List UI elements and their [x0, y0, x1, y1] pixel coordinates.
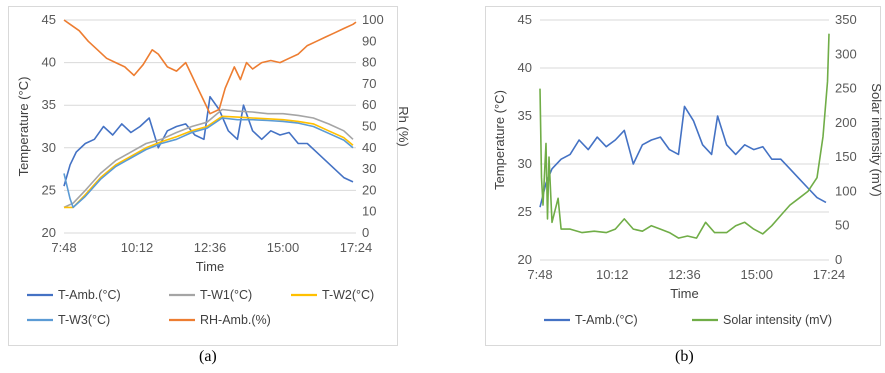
y-tick-label: 35 — [42, 97, 56, 112]
y2-tick-label: 70 — [362, 76, 376, 91]
chart-b-svg: 20 25 30 35 40 45 0 50 100 150 200 250 300 350 7:48 10:… — [492, 12, 884, 327]
y2-tick-label: 50 — [362, 119, 376, 134]
y-tick-label: 30 — [518, 156, 532, 171]
y-tick-label: 20 — [518, 252, 532, 267]
legend-label: T-W1(°C) — [200, 288, 252, 302]
y-tick-label: 45 — [518, 12, 532, 27]
chart-panel-a: 20 25 30 35 40 45 0 10 20 30 40 50 60 70 80 90 100 7:48 10… — [8, 6, 411, 346]
series-line-1 — [63, 95, 354, 187]
legend-label: T-Amb.(°C) — [575, 313, 638, 327]
y-axis-title: Temperature (°C) — [16, 77, 31, 177]
legend-label: T-W3(°C) — [58, 313, 110, 327]
legend-label: RH-Amb.(%) — [200, 313, 271, 327]
x-tick-label: 15:00 — [267, 240, 300, 255]
y-tick-label: 40 — [42, 55, 56, 70]
legend-label: T-Amb.(°C) — [58, 288, 121, 302]
y2-tick-label: 200 — [835, 115, 857, 130]
x-tick-label: 10:12 — [121, 240, 154, 255]
legend-label: T-W2(°C) — [322, 288, 374, 302]
x-axis-title: Time — [670, 286, 698, 301]
series-line-2 — [539, 33, 830, 239]
x-tick-label: 10:12 — [596, 267, 629, 282]
y2-tick-label: 300 — [835, 46, 857, 61]
series-line-2 — [63, 108, 354, 209]
y-tick-label: 25 — [518, 204, 532, 219]
y2-tick-label: 10 — [362, 204, 376, 219]
y2-tick-label: 20 — [362, 182, 376, 197]
series-line-1 — [539, 105, 827, 208]
y2-tick-label: 60 — [362, 97, 376, 112]
y2-axis-title: Solar intensity (mV) — [869, 83, 884, 196]
series-line-3 — [64, 115, 354, 209]
y2-axis-title: Rh (%) — [396, 106, 411, 146]
y-tick-label: 30 — [42, 140, 56, 155]
series-line-5 — [63, 19, 357, 115]
series-line-4 — [63, 117, 354, 209]
x-tick-label: 12:36 — [668, 267, 701, 282]
y-tick-label: 35 — [518, 108, 532, 123]
caption-a: (a) — [199, 348, 217, 365]
y2-tick-label: 350 — [835, 12, 857, 27]
x-tick-label: 17:24 — [813, 267, 846, 282]
y2-tick-label: 80 — [362, 55, 376, 70]
x-axis-title: Time — [196, 259, 224, 274]
y2-tick-label: 30 — [362, 161, 376, 176]
y-tick-label: 25 — [42, 182, 56, 197]
y2-tick-label: 150 — [835, 149, 857, 164]
x-tick-label: 7:48 — [51, 240, 76, 255]
legend-label: Solar intensity (mV) — [723, 313, 832, 327]
chart-a-svg: 20 25 30 35 40 45 0 10 20 30 40 50 60 70 80 90 100 7:48 10… — [16, 12, 411, 327]
y-tick-label: 45 — [42, 12, 56, 27]
y2-tick-label: 40 — [362, 140, 376, 155]
y2-tick-label: 50 — [835, 218, 849, 233]
y2-tick-label: 250 — [835, 81, 857, 96]
y2-tick-label: 90 — [362, 33, 376, 48]
chart-panel-b: 20 25 30 35 40 45 0 50 100 150 200 250 300 350 7:48 10:… — [485, 6, 884, 346]
x-tick-label: 12:36 — [194, 240, 227, 255]
x-tick-label: 7:48 — [527, 267, 552, 282]
y-tick-label: 20 — [42, 225, 56, 240]
y2-tick-label: 100 — [362, 12, 384, 27]
y-axis-title: Temperature (°C) — [492, 90, 507, 190]
caption-b: (b) — [675, 348, 694, 365]
y2-tick-label: 0 — [362, 225, 369, 240]
y2-tick-label: 100 — [835, 183, 857, 198]
x-tick-label: 17:24 — [340, 240, 373, 255]
y-tick-label: 40 — [518, 60, 532, 75]
x-tick-label: 15:00 — [740, 267, 773, 282]
y2-tick-label: 0 — [835, 252, 842, 267]
